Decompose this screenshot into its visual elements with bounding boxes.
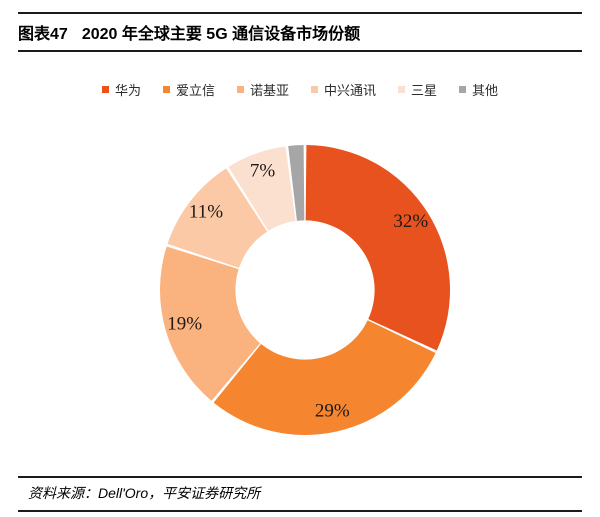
legend-item-label: 爱立信 <box>175 82 215 98</box>
title-rule-top <box>18 12 582 14</box>
legend-item-2[interactable]: 诺基亚 <box>236 80 289 99</box>
slice-value-label-0: 32% <box>393 211 428 232</box>
slice-value-label-3: 11% <box>189 202 223 223</box>
page-title: 2020 年全球主要 5G 通信设备市场份额 <box>81 26 361 43</box>
legend-item-label: 其他 <box>472 82 499 98</box>
legend-swatch-icon <box>101 85 109 93</box>
legend-item-4[interactable]: 三星 <box>398 80 437 99</box>
slice-value-label-1: 29% <box>315 401 350 422</box>
legend-item-label: 华为 <box>114 82 141 98</box>
footer-rule-bottom <box>18 510 582 512</box>
title-rule-bottom <box>18 50 582 52</box>
donut-slice-1[interactable] <box>213 320 436 435</box>
legend-item-label: 三星 <box>411 82 438 98</box>
figure-index-label: 图表47 <box>18 26 68 43</box>
donut-chart: 32% 29% 19% 11% 7% <box>160 145 450 435</box>
chart-legend: 华为 爱立信 诺基亚 中兴通讯 三星 其他 <box>18 78 582 100</box>
donut-slice-0[interactable] <box>305 145 450 351</box>
legend-item-1[interactable]: 爱立信 <box>162 80 215 99</box>
donut-slice-5[interactable] <box>288 145 305 221</box>
donut-slice-3[interactable] <box>167 168 268 268</box>
legend-item-5[interactable]: 其他 <box>459 80 498 99</box>
legend-swatch-icon <box>459 85 467 93</box>
chart-area: 32% 29% 19% 11% 7% <box>0 104 600 454</box>
legend-swatch-icon <box>236 85 244 93</box>
legend-item-label: 中兴通讯 <box>324 82 377 98</box>
source-note: 资料来源：Dell'Oro，平安证券研究所 <box>28 485 261 501</box>
slice-value-label-2: 19% <box>167 313 202 334</box>
donut-slice-4[interactable] <box>228 146 296 231</box>
legend-item-3[interactable]: 中兴通讯 <box>311 80 376 99</box>
legend-swatch-icon <box>162 85 170 93</box>
donut-slice-2[interactable] <box>160 246 261 401</box>
legend-swatch-icon <box>398 85 406 93</box>
legend-item-label: 诺基亚 <box>249 82 289 98</box>
footer-rule-top <box>18 476 582 478</box>
slice-value-label-4: 7% <box>250 160 276 181</box>
chart-title-bar: 图表47 2020 年全球主要 5G 通信设备市场份额 <box>18 16 582 48</box>
legend-item-0[interactable]: 华为 <box>101 80 141 99</box>
legend-swatch-icon <box>311 85 318 93</box>
